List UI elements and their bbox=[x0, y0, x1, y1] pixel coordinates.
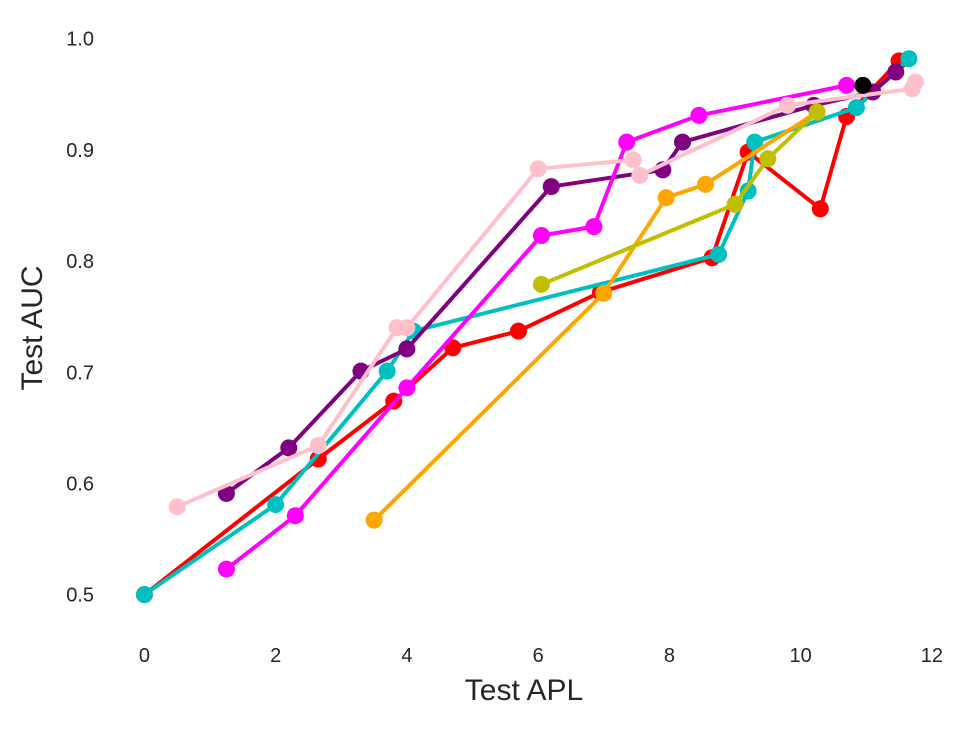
data-point bbox=[365, 511, 383, 529]
data-point bbox=[838, 76, 856, 94]
x-axis-title: Test APL bbox=[465, 674, 583, 707]
data-point bbox=[726, 195, 744, 213]
data-point bbox=[811, 200, 829, 218]
data-point bbox=[696, 175, 714, 193]
data-point bbox=[710, 245, 728, 263]
data-point bbox=[509, 322, 527, 340]
data-point bbox=[657, 189, 675, 207]
data-point bbox=[529, 160, 547, 178]
data-point bbox=[746, 133, 764, 151]
data-point bbox=[398, 379, 416, 397]
data-point bbox=[267, 496, 285, 514]
data-point bbox=[542, 178, 560, 196]
data-point bbox=[906, 73, 924, 91]
series-5 bbox=[365, 103, 826, 529]
data-point bbox=[309, 437, 327, 455]
data-point bbox=[398, 340, 416, 358]
y-axis-title: Test AUC bbox=[16, 265, 49, 390]
tick-labels: 0 2 4 6 8 10 12 0.5 0.6 0.7 0.8 0.9 1.0 bbox=[66, 29, 943, 667]
data-point bbox=[378, 362, 396, 380]
y-tick-label: 0.9 bbox=[66, 140, 94, 162]
data-point bbox=[618, 133, 636, 151]
series-layer bbox=[135, 50, 924, 604]
data-point bbox=[532, 226, 550, 244]
x-tick-label: 0 bbox=[139, 645, 150, 667]
data-point bbox=[624, 151, 642, 169]
data-point bbox=[585, 218, 603, 236]
data-point bbox=[690, 106, 708, 124]
data-point bbox=[309, 450, 327, 468]
series-2 bbox=[135, 50, 918, 604]
data-point bbox=[168, 498, 186, 516]
data-point bbox=[532, 275, 550, 293]
data-point bbox=[674, 133, 691, 151]
data-point bbox=[286, 507, 304, 525]
y-tick-label: 0.7 bbox=[66, 362, 94, 384]
data-point bbox=[847, 99, 865, 117]
y-tick-label: 0.5 bbox=[66, 585, 94, 607]
data-point bbox=[854, 76, 872, 94]
x-tick-label: 10 bbox=[790, 645, 812, 667]
data-point bbox=[280, 439, 298, 457]
data-point bbox=[808, 103, 826, 121]
series-line bbox=[176, 81, 918, 509]
x-tick-label: 4 bbox=[401, 645, 412, 667]
data-point bbox=[398, 319, 416, 337]
data-point bbox=[900, 50, 918, 68]
x-tick-label: 2 bbox=[270, 645, 281, 667]
series-4 bbox=[217, 76, 856, 578]
data-point bbox=[779, 96, 796, 114]
series-6 bbox=[532, 103, 826, 293]
data-point bbox=[631, 166, 649, 184]
series-line bbox=[225, 83, 847, 571]
x-tick-label: 8 bbox=[664, 645, 675, 667]
x-tick-label: 12 bbox=[921, 645, 943, 667]
y-tick-label: 0.8 bbox=[66, 251, 94, 273]
data-point bbox=[217, 560, 235, 578]
data-point bbox=[595, 284, 613, 302]
series-line bbox=[540, 110, 819, 287]
y-tick-label: 1.0 bbox=[66, 29, 94, 51]
series-8 bbox=[854, 76, 872, 94]
x-tick-label: 6 bbox=[533, 645, 544, 667]
data-point bbox=[759, 150, 777, 168]
data-point bbox=[135, 586, 153, 604]
data-point bbox=[887, 63, 905, 81]
series-7 bbox=[168, 73, 924, 516]
y-tick-label: 0.6 bbox=[66, 473, 94, 495]
